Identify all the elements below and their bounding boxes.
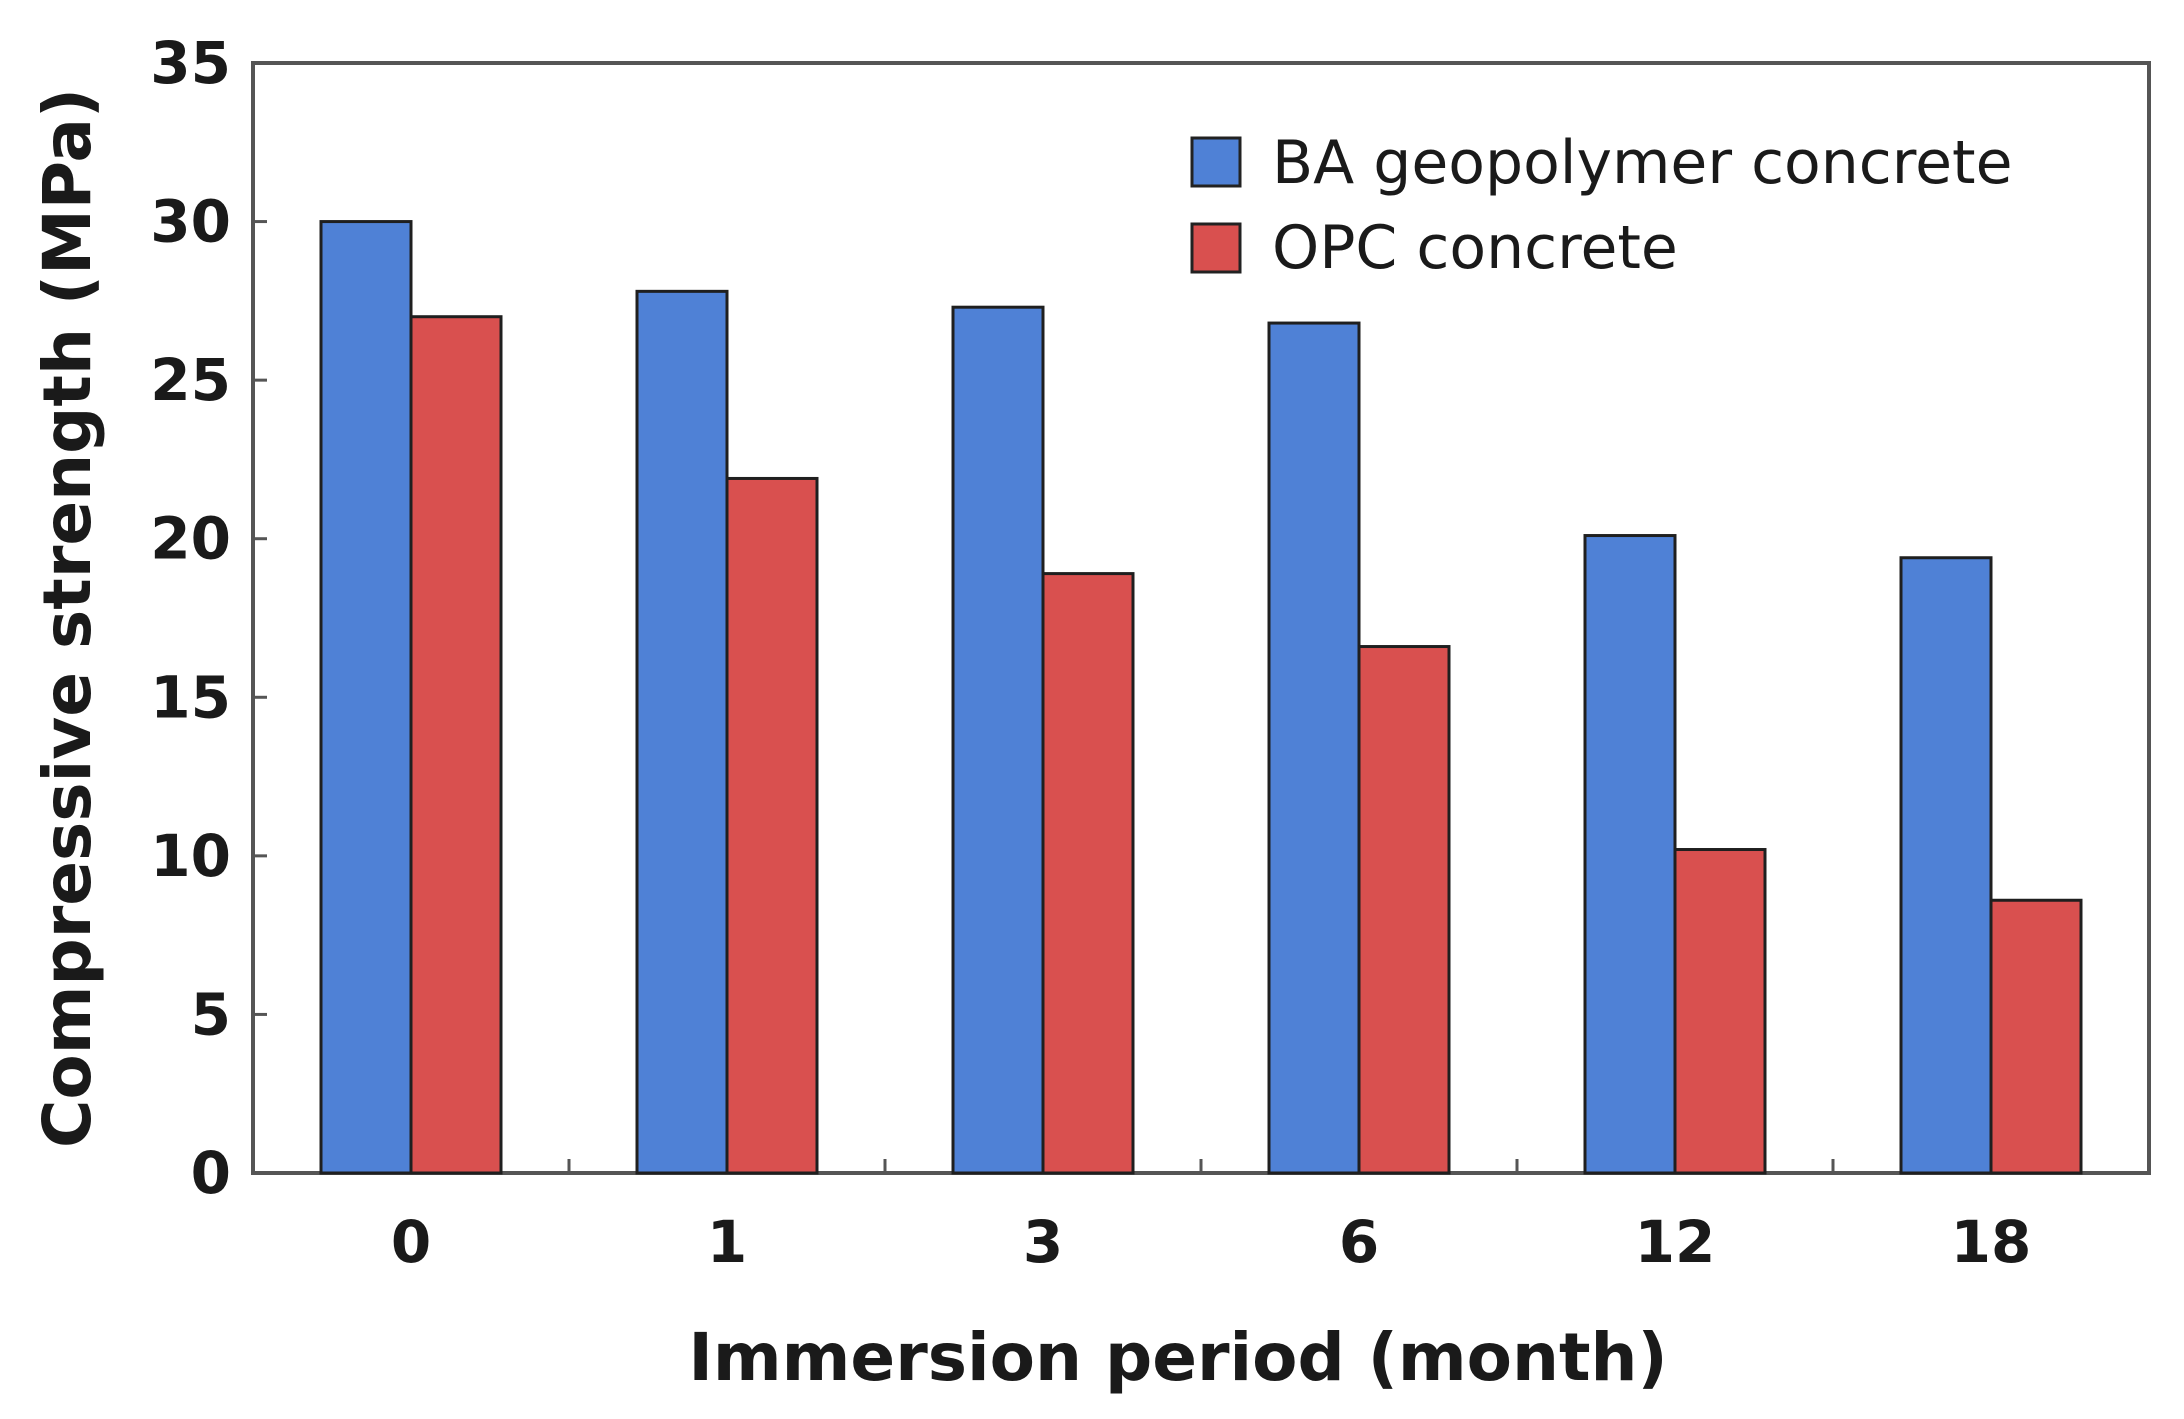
legend-label-ba: BA geopolymer concrete	[1272, 128, 2012, 198]
x-tick-label: 6	[1339, 1208, 1379, 1276]
bar-ba-geopolymer-concrete-0	[319, 220, 413, 1175]
x-tick-label: 1	[707, 1208, 747, 1276]
bar-opc-concrete-1	[725, 476, 819, 1175]
legend-swatch-ba	[1190, 136, 1242, 188]
y-tick-label: 5	[191, 980, 231, 1048]
y-tick-label: 0	[191, 1139, 231, 1207]
legend-swatch-opc	[1190, 222, 1242, 274]
y-tick-label: 20	[150, 505, 231, 573]
y-axis-ticks: 0 5 10 15 20 25 30 35	[150, 29, 267, 1207]
bar-opc-concrete-6	[1357, 645, 1451, 1175]
bar-opc-concrete-0	[409, 315, 503, 1175]
x-tick-label: 18	[1951, 1208, 2032, 1276]
x-tick-label: 12	[1635, 1208, 1716, 1276]
bars-group	[319, 220, 2083, 1175]
y-tick-label: 15	[150, 663, 231, 731]
bar-ba-geopolymer-concrete-1	[635, 289, 729, 1175]
bar-opc-concrete-12	[1673, 848, 1767, 1175]
y-axis-label: Compressive strength (MPa)	[29, 88, 106, 1148]
bar-ba-geopolymer-concrete-12	[1583, 534, 1677, 1175]
x-tick-label: 3	[1023, 1208, 1063, 1276]
bar-opc-concrete-18	[1989, 898, 2083, 1175]
y-tick-label: 25	[150, 346, 231, 414]
bar-opc-concrete-3	[1041, 572, 1135, 1175]
y-tick-label: 35	[150, 29, 231, 97]
bar-ba-geopolymer-concrete-3	[951, 305, 1045, 1175]
bar-ba-geopolymer-concrete-6	[1267, 321, 1361, 1175]
x-tick-marks	[567, 1159, 1835, 1173]
x-tick-label: 0	[391, 1208, 431, 1276]
legend-label-opc: OPC concrete	[1272, 213, 1678, 283]
bar-ba-geopolymer-concrete-18	[1899, 556, 1993, 1175]
legend: BA geopolymer concrete OPC concrete	[1190, 128, 2012, 283]
x-axis-label: Immersion period (month)	[688, 1319, 1667, 1396]
y-tick-label: 10	[150, 822, 231, 890]
x-axis-ticks: 0 1 3 6 12 18	[391, 1208, 2032, 1276]
y-tick-label: 30	[150, 188, 231, 256]
